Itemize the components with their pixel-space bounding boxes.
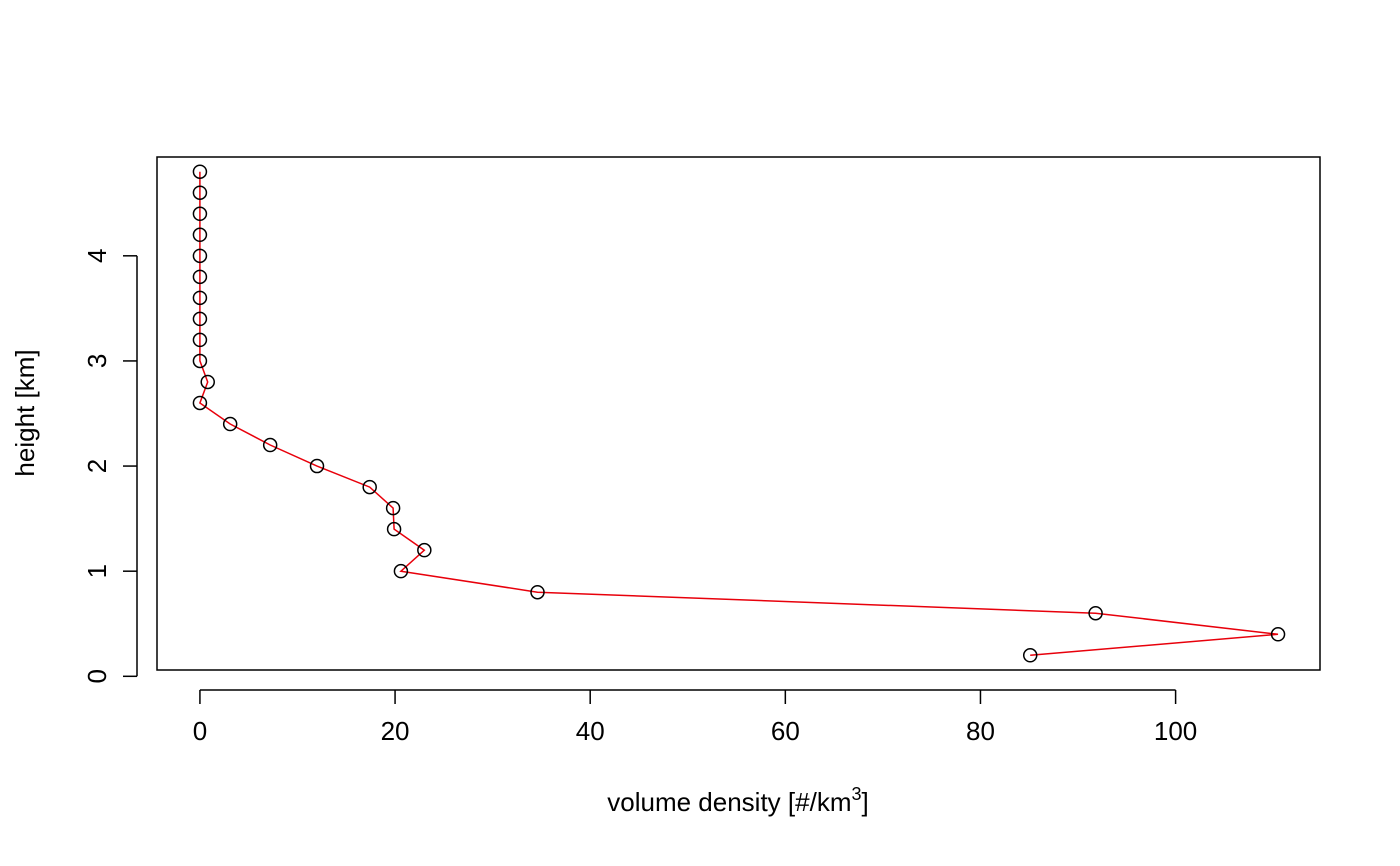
data-layer: [192, 164, 1286, 663]
data-point: [362, 479, 377, 495]
y-axis: 0 1 2 3 4: [82, 249, 138, 684]
data-point: [222, 416, 238, 432]
data-point: [309, 458, 325, 474]
y-tick-label: 4: [82, 249, 112, 263]
x-axis: 0 20 40 60 80 100: [193, 689, 1197, 746]
y-axis-label: height [km]: [10, 349, 40, 476]
data-point: [1270, 627, 1286, 642]
data-point: [417, 542, 432, 558]
data-point: [192, 227, 208, 243]
x-tick-label: 0: [193, 716, 207, 746]
data-point: [192, 164, 208, 179]
y-tick-label: 0: [82, 669, 112, 683]
data-point: [1088, 605, 1103, 621]
x-axis-label-suffix: ]: [862, 787, 869, 817]
x-tick-label: 40: [576, 716, 605, 746]
x-axis-label-text: volume density [#/km: [607, 787, 851, 817]
data-point: [192, 353, 208, 369]
data-point: [192, 332, 208, 348]
data-point: [200, 374, 215, 390]
y-tick-label: 3: [82, 354, 112, 368]
data-point: [192, 248, 208, 264]
series-line: [198, 171, 1279, 657]
data-point: [192, 290, 208, 306]
data-point: [386, 521, 402, 537]
y-tick-label: 1: [82, 564, 112, 578]
data-point: [262, 437, 278, 453]
data-point: [1022, 648, 1038, 663]
y-tick-label: 2: [82, 459, 112, 473]
data-point: [393, 563, 409, 579]
x-axis-label-superscript: 3: [851, 784, 861, 804]
data-point: [192, 269, 208, 285]
x-tick-label: 60: [771, 716, 800, 746]
data-point: [385, 500, 401, 516]
x-tick-label: 20: [381, 716, 410, 746]
data-point: [192, 395, 208, 411]
data-point: [192, 311, 208, 327]
data-point: [192, 206, 208, 222]
x-tick-label: 80: [966, 716, 995, 746]
x-tick-label: 100: [1154, 716, 1197, 746]
x-axis-label: volume density [#/km3]: [607, 784, 868, 817]
data-point: [530, 584, 545, 600]
plot-frame: [156, 156, 1321, 671]
data-point: [192, 185, 208, 200]
